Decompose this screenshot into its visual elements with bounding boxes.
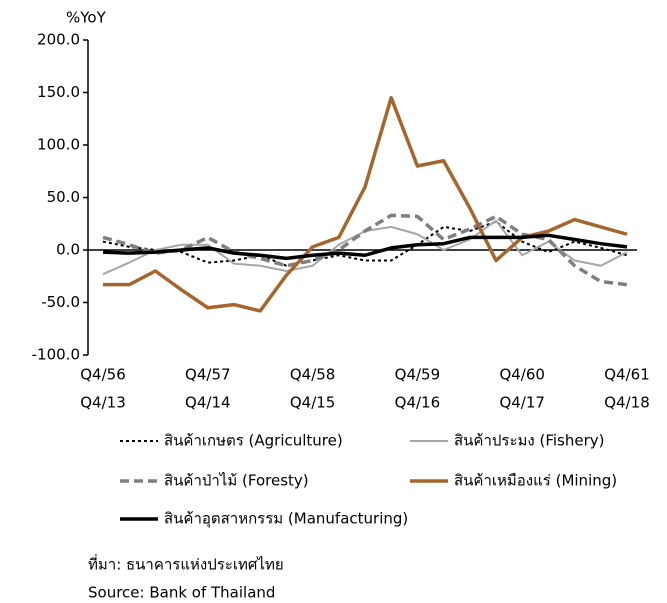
x-tick-label-secondary: Q4/16 xyxy=(395,394,441,412)
series-line xyxy=(102,233,628,261)
x-tick-label-secondary: Q4/14 xyxy=(185,394,231,412)
x-tick-label: Q4/61 xyxy=(604,366,650,384)
y-tick-label: -50.0 xyxy=(41,293,80,311)
y-tick-label: 200.0 xyxy=(37,31,80,49)
y-tick-label: 50.0 xyxy=(47,188,80,206)
legend-label: สินค้าอุตสาหกรรม (Manufacturing) xyxy=(164,510,408,529)
x-tick-label: Q4/57 xyxy=(185,366,231,384)
y-tick-label: -100.0 xyxy=(32,346,80,364)
source-thai: ที่มา: ธนาคารแห่งประเทศไทย xyxy=(88,554,284,574)
legend-label: สินค้าป่าไม้ (Foresty) xyxy=(164,472,309,490)
x-tick-label: Q4/58 xyxy=(290,366,336,384)
series-line xyxy=(103,96,628,313)
y-tick-label: 0.0 xyxy=(56,241,80,259)
x-tick-label: Q4/59 xyxy=(395,366,441,384)
y-tick-label: 100.0 xyxy=(37,136,80,154)
legend-label: สินค้าประมง (Fishery) xyxy=(454,432,604,450)
series-line xyxy=(102,219,628,276)
x-tick-label-secondary: Q4/17 xyxy=(499,394,545,412)
x-tick-label: Q4/60 xyxy=(499,366,545,384)
y-axis-label: %YoY xyxy=(66,9,107,27)
legend-label: สินค้าเหมืองแร่ (Mining) xyxy=(454,472,617,490)
x-tick-label-secondary: Q4/13 xyxy=(80,394,126,412)
legend-label: สินค้าเกษตร (Agriculture) xyxy=(164,432,343,450)
x-tick-label-secondary: Q4/18 xyxy=(604,394,650,412)
source-english: Source: Bank of Thailand xyxy=(88,584,275,602)
x-tick-label: Q4/56 xyxy=(80,366,126,384)
series-line xyxy=(102,220,628,267)
y-tick-label: 150.0 xyxy=(37,83,80,101)
x-tick-label-secondary: Q4/15 xyxy=(290,394,336,412)
